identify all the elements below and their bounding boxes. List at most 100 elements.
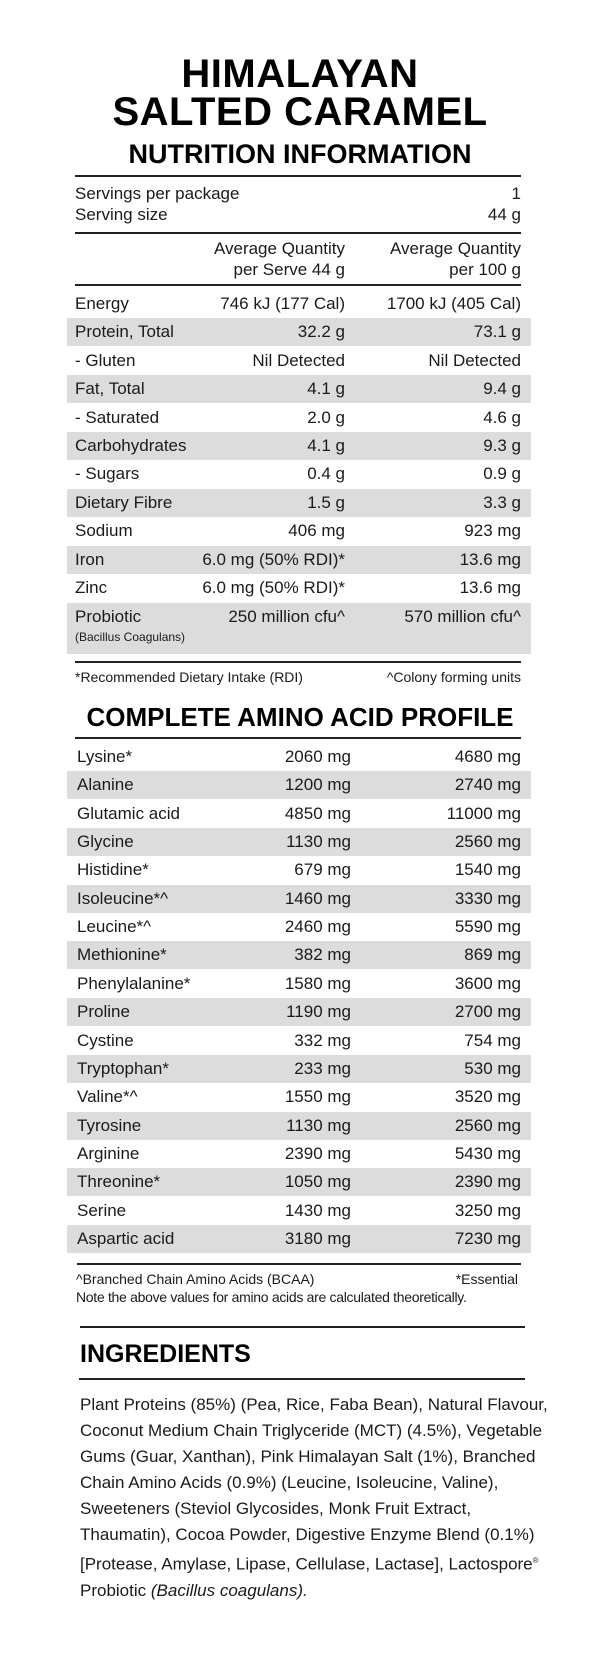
- row-per-serve: 2.0 g: [307, 407, 345, 427]
- servings-block: Servings per package 1 Serving size 44 g: [75, 183, 521, 225]
- ingredients-italic: (Bacillus coagulans).: [150, 1580, 308, 1600]
- row-per-100g: 1700 kJ (405 Cal): [386, 294, 521, 313]
- table-row: - Sugars 0.4 g 0.9 g: [67, 460, 531, 488]
- table-row: Methionine* 382 mg 869 mg: [67, 941, 531, 970]
- row-label: Methionine*: [77, 945, 167, 965]
- row-per-serve: 1130 mg: [286, 832, 351, 852]
- row-per-serve: 1580 mg: [284, 973, 351, 993]
- divider: [75, 284, 521, 286]
- row-per-serve: 0.4 g: [307, 464, 345, 484]
- row-label: Probiotic: [75, 607, 142, 626]
- row-per-serve: 1460 mg: [284, 888, 351, 908]
- nutrition-row-probiotic: Probiotic (Bacillus Coagulans) 250 milli…: [67, 603, 531, 654]
- row-per-serve: 332 mg: [294, 1030, 351, 1050]
- ingredients-heading: INGREDIENTS: [80, 1340, 251, 1368]
- row-label: Leucine*^: [77, 917, 152, 937]
- row-label: Arginine: [77, 1143, 140, 1163]
- row-label: Aspartic acid: [77, 1228, 175, 1248]
- divider: [80, 1326, 525, 1328]
- row-per-serve: 1050 mg: [284, 1172, 351, 1192]
- row-label: Glutamic acid: [77, 803, 180, 823]
- row-label: Proline: [77, 1002, 130, 1022]
- row-per-serve: 1.5 g: [307, 492, 345, 512]
- row-per-serve: 2390 mg: [284, 1143, 351, 1163]
- table-row: Energy 746 kJ (177 Cal) 1700 kJ (405 Cal): [67, 290, 531, 318]
- divider: [79, 1378, 525, 1380]
- row-per-serve: 1200 mg: [284, 775, 351, 795]
- divider: [77, 1263, 521, 1265]
- row-per-serve: 746 kJ (177 Cal): [220, 294, 345, 313]
- row-label: Histidine*: [77, 860, 149, 880]
- row-per-100g: 0.9 g: [483, 464, 521, 484]
- row-per-serve: 1430 mg: [284, 1200, 351, 1220]
- table-row: Isoleucine*^ 1460 mg 3330 mg: [67, 884, 531, 913]
- table-row: Histidine* 679 mg 1540 mg: [67, 856, 531, 884]
- table-row: Lysine* 2060 mg 4680 mg: [67, 743, 531, 771]
- serving-size-value: 44 g: [487, 205, 521, 224]
- row-label: Energy: [75, 294, 129, 313]
- table-row: Alanine 1200 mg 2740 mg: [67, 771, 531, 800]
- row-per-serve: 250 million cfu^: [228, 607, 345, 626]
- header-line: per 100 g: [449, 260, 521, 279]
- row-per-serve: 1130 mg: [286, 1115, 351, 1135]
- row-per-serve: 4850 mg: [284, 803, 351, 823]
- header-line: Average Quantity: [389, 239, 521, 258]
- row-per-100g: 9.3 g: [483, 436, 521, 455]
- row-per-100g: 530 mg: [464, 1058, 521, 1078]
- table-row: Valine*^ 1550 mg 3520 mg: [67, 1083, 531, 1111]
- table-row: Protein, Total 32.2 g 73.1 g: [67, 318, 531, 347]
- row-per-serve: 4.1 g: [307, 436, 345, 455]
- row-per-100g: 2560 mg: [454, 1115, 521, 1135]
- table-row: Proline 1190 mg 2700 mg: [67, 998, 531, 1027]
- amino-note: Note the above values for amino acids ar…: [76, 1289, 467, 1305]
- servings-per-package-value: 1: [511, 184, 521, 203]
- row-label: - Saturated: [75, 407, 160, 427]
- row-per-serve: 382 mg: [294, 945, 351, 965]
- table-row: Cystine 332 mg 754 mg: [67, 1027, 531, 1055]
- divider: [75, 175, 521, 177]
- row-per-100g: 923 mg: [464, 521, 521, 541]
- row-per-100g: 1540 mg: [454, 860, 521, 880]
- row-label: Isoleucine*^: [77, 888, 169, 908]
- row-label: Lysine*: [77, 747, 133, 766]
- row-per-100g: 11000 mg: [446, 803, 521, 823]
- row-label: Tryptophan*: [77, 1058, 169, 1078]
- column-header-per-serve: Average Quantity per Serve 44 g: [214, 238, 345, 280]
- row-label: Zinc: [75, 578, 108, 597]
- table-row: Threonine* 1050 mg 2390 mg: [67, 1168, 531, 1197]
- row-label: Threonine*: [77, 1172, 161, 1192]
- table-row: Glutamic acid 4850 mg 11000 mg: [67, 800, 531, 828]
- row-label: Sodium: [75, 521, 133, 541]
- column-header-per-100g: Average Quantity per 100 g: [390, 238, 521, 280]
- row-label: Phenylalanine*: [77, 973, 191, 993]
- row-per-100g: 4.6 g: [483, 407, 521, 427]
- table-row: - Saturated 2.0 g 4.6 g: [67, 404, 531, 432]
- row-label: Fat, Total: [75, 379, 145, 399]
- row-per-100g: 73.1 g: [473, 322, 521, 342]
- row-per-serve: 6.0 mg (50% RDI)*: [202, 578, 345, 597]
- table-row: Sodium 406 mg 923 mg: [67, 517, 531, 545]
- row-per-100g: 754 mg: [464, 1030, 521, 1050]
- row-per-100g: 5430 mg: [454, 1143, 521, 1163]
- header-line: Average Quantity: [213, 239, 345, 258]
- row-label: Tyrosine: [77, 1115, 142, 1135]
- row-label: Serine: [77, 1200, 127, 1220]
- header-line: per Serve 44 g: [233, 260, 345, 279]
- nutrition-heading: NUTRITION INFORMATION: [128, 139, 472, 169]
- row-label: - Gluten: [75, 350, 136, 370]
- table-row: Iron 6.0 mg (50% RDI)* 13.6 mg: [67, 545, 531, 574]
- row-per-100g: 7230 mg: [454, 1228, 521, 1248]
- table-row: Arginine 2390 mg 5430 mg: [67, 1140, 531, 1168]
- row-per-100g: 2390 mg: [454, 1172, 521, 1192]
- table-row: - Gluten Nil Detected Nil Detected: [67, 347, 531, 375]
- product-title-line2: SALTED CARAMEL: [112, 90, 488, 134]
- footnote-essential: *Essential: [455, 1271, 518, 1287]
- row-per-serve: 2460 mg: [284, 917, 351, 937]
- row-per-serve: 1550 mg: [284, 1087, 351, 1107]
- row-per-serve: 2060 mg: [284, 747, 351, 766]
- row-per-100g: 3330 mg: [454, 888, 521, 908]
- row-per-serve: 679 mg: [294, 860, 351, 880]
- row-per-100g: 13.6 mg: [459, 578, 521, 597]
- row-label: Protein, Total: [75, 322, 174, 342]
- row-per-100g: 3520 mg: [454, 1087, 521, 1107]
